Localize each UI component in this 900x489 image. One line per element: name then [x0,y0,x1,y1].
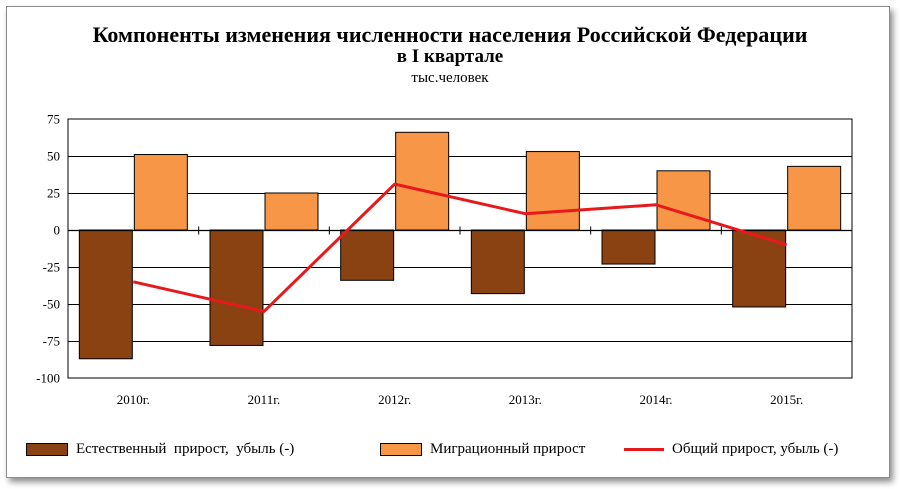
chart-title: Компоненты изменения численности населен… [92,22,808,47]
x-tick-label: 2013г. [509,392,542,407]
bar-natural [470,229,525,295]
chart-subtitle: в I квартале [396,46,504,67]
y-tick-label: -100 [36,371,60,386]
y-tick-label: 0 [54,223,61,238]
y-tick-label: 50 [47,149,60,164]
legend-label-total: Общий прирост, убыль (-) [672,441,839,457]
legend-swatch-total [624,448,664,451]
x-tick-label: 2010г. [117,392,150,407]
legend-item-total: Общий прирост, убыль (-) [624,441,838,458]
x-tick-label: 2015г. [770,392,803,407]
bar-natural [209,229,264,346]
y-tick-label: -50 [43,297,60,312]
bar-migration [133,154,188,231]
bar-migration [264,192,319,231]
bar-natural [601,229,656,265]
x-tick-label: 2011г. [248,392,281,407]
legend-swatch-migration [380,443,422,456]
chart-units: тыс.человек [411,70,489,86]
chart-legend: Естественный прирост, убыль (-) Миграцио… [20,441,880,465]
bar-natural [340,229,395,281]
legend-label-migration: Миграционный прирост [430,441,586,457]
bar-migration [395,131,450,231]
line-total [132,182,788,313]
legend-swatch-natural [26,443,68,456]
y-tick-label: 25 [47,186,60,201]
legend-item-migration: Миграционный прирост [380,441,585,458]
x-tick-label: 2014г. [639,392,672,407]
x-tick-label: 2012г. [378,392,411,407]
y-tick-label: -75 [43,334,60,349]
bar-migration [787,165,842,231]
bar-migration [656,170,711,231]
y-tick-label: -25 [43,260,60,275]
plot-area [67,118,853,379]
bar-natural [78,229,133,360]
legend-label-natural: Естественный прирост, убыль (-) [76,441,295,457]
legend-item-natural: Естественный прирост, убыль (-) [26,441,294,458]
y-tick-label: 75 [47,112,60,127]
bar-migration [525,151,580,231]
